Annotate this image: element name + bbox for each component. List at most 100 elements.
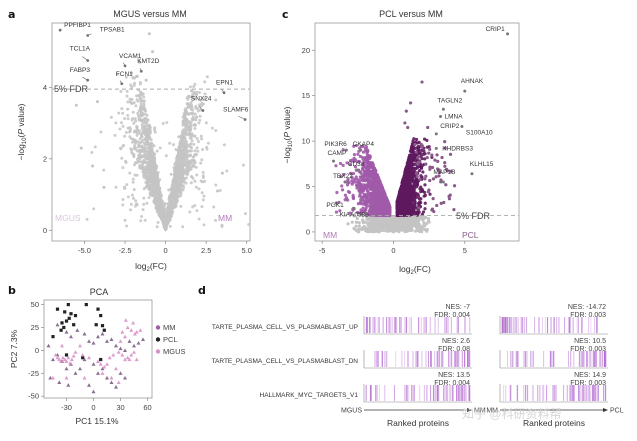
panel-a-point — [188, 136, 192, 140]
panel-a-point — [146, 134, 150, 138]
panel-letter-a: a — [8, 8, 15, 21]
panel-a-point — [134, 75, 138, 79]
panel-a-point — [102, 185, 106, 189]
panel-a-point — [214, 98, 218, 102]
panel-c-point-mm — [347, 190, 352, 194]
panel-a-point — [220, 171, 224, 175]
panel-a-point — [184, 107, 188, 111]
panel-a-point — [133, 138, 137, 142]
panel-a-point — [214, 129, 218, 133]
panel-a-point — [171, 143, 175, 147]
panel-a-point — [118, 127, 122, 131]
panel-a-point — [143, 218, 147, 222]
panel-a-point — [205, 145, 209, 149]
panel-a-point — [124, 160, 128, 164]
panel-a-point — [85, 217, 89, 221]
panel-a-point — [204, 121, 208, 125]
panel-a-point — [193, 204, 197, 208]
panel-c-point-mm — [341, 163, 345, 167]
panel-a-point — [210, 126, 214, 130]
panel-a-point — [169, 172, 173, 176]
panel-a-point — [194, 152, 198, 156]
panel-a-point — [95, 100, 99, 104]
panel-a-point — [134, 146, 138, 150]
panel-a-point — [188, 210, 192, 214]
panel-a-point — [199, 161, 203, 165]
panel-a-point — [195, 173, 199, 177]
panel-a-point — [121, 198, 125, 202]
panel-a-point — [102, 168, 106, 172]
panel-a-point — [153, 156, 157, 160]
panel-a-ytick-label: 4 — [43, 83, 47, 92]
panel-a-point — [114, 185, 118, 189]
panel-a-point — [121, 143, 125, 147]
panel-a-point — [172, 178, 176, 182]
panel-a-point — [206, 141, 210, 145]
panel-a-frame — [51, 22, 251, 242]
panel-a-point — [145, 183, 149, 187]
panel-a-point — [193, 112, 197, 116]
panel-a-point — [225, 169, 229, 173]
panel-c-point-mm — [352, 153, 357, 157]
panel-a-point — [125, 94, 129, 98]
panel-a-point — [157, 186, 161, 190]
panel-a-point — [134, 94, 138, 98]
panel-a-point — [191, 115, 195, 119]
panel-a-point — [140, 140, 144, 144]
panel-a-point — [142, 121, 146, 125]
panel-a-point — [201, 170, 205, 174]
panel-c-point — [370, 221, 374, 225]
panel-a-point — [199, 179, 203, 183]
panel-c-point — [406, 222, 410, 226]
panel-a-ylabel: −log10(P value) — [16, 103, 28, 160]
panel-a-point — [156, 174, 160, 178]
panel-a-point — [147, 187, 151, 191]
panel-a-point — [189, 89, 193, 93]
panel-a-point — [202, 223, 206, 227]
panel-c-point — [346, 222, 350, 226]
panel-a-point — [175, 194, 179, 198]
panel-a-point — [149, 165, 153, 169]
panel-a-point — [123, 186, 127, 190]
panel-a-point — [145, 201, 149, 205]
panel-a-point — [145, 157, 149, 161]
panel-c-point — [397, 230, 401, 234]
panel-a-point — [125, 224, 129, 228]
panel-a-point — [126, 126, 130, 130]
panel-a-point — [143, 117, 147, 121]
panel-a-point — [189, 162, 193, 166]
panel-a-point — [165, 210, 169, 214]
panel-a-point — [141, 208, 145, 212]
panel-a-point — [128, 97, 132, 101]
panel-a-point — [132, 101, 136, 105]
panel-a-point — [178, 178, 182, 182]
panel-a-point — [119, 90, 123, 94]
panel-a-point — [193, 127, 197, 131]
panel-a-point — [182, 168, 186, 172]
panel-a-point — [136, 99, 140, 103]
panel-c-point-mm — [351, 195, 355, 199]
panel-a-xlabel: log2(FC) — [135, 261, 167, 273]
panel-a-points — [74, 32, 251, 232]
panel-a-point — [165, 221, 169, 225]
panel-a-point — [139, 102, 143, 106]
panel-a-point — [200, 205, 204, 209]
panel-c-point-mm — [356, 152, 360, 156]
panel-a-point — [178, 153, 182, 157]
panel-a-point — [143, 112, 147, 116]
panel-a-point — [119, 147, 123, 151]
panel-a-point — [126, 107, 130, 111]
panel-a-point — [179, 184, 183, 188]
panel-a-xtick-label: 2.5 — [201, 246, 211, 255]
panel-a-point — [145, 121, 149, 125]
panel-a-point — [197, 217, 201, 221]
panel-a-point — [172, 187, 176, 191]
panel-a-point — [241, 163, 245, 167]
panel-a-point — [130, 140, 134, 144]
panel-c-point — [426, 216, 431, 221]
panel-a-point — [177, 150, 181, 154]
panel-a-point — [114, 121, 118, 125]
gene-label-epn1: EPN1 — [216, 80, 233, 87]
panel-c-point — [363, 228, 368, 233]
panel-a-point — [141, 99, 145, 103]
